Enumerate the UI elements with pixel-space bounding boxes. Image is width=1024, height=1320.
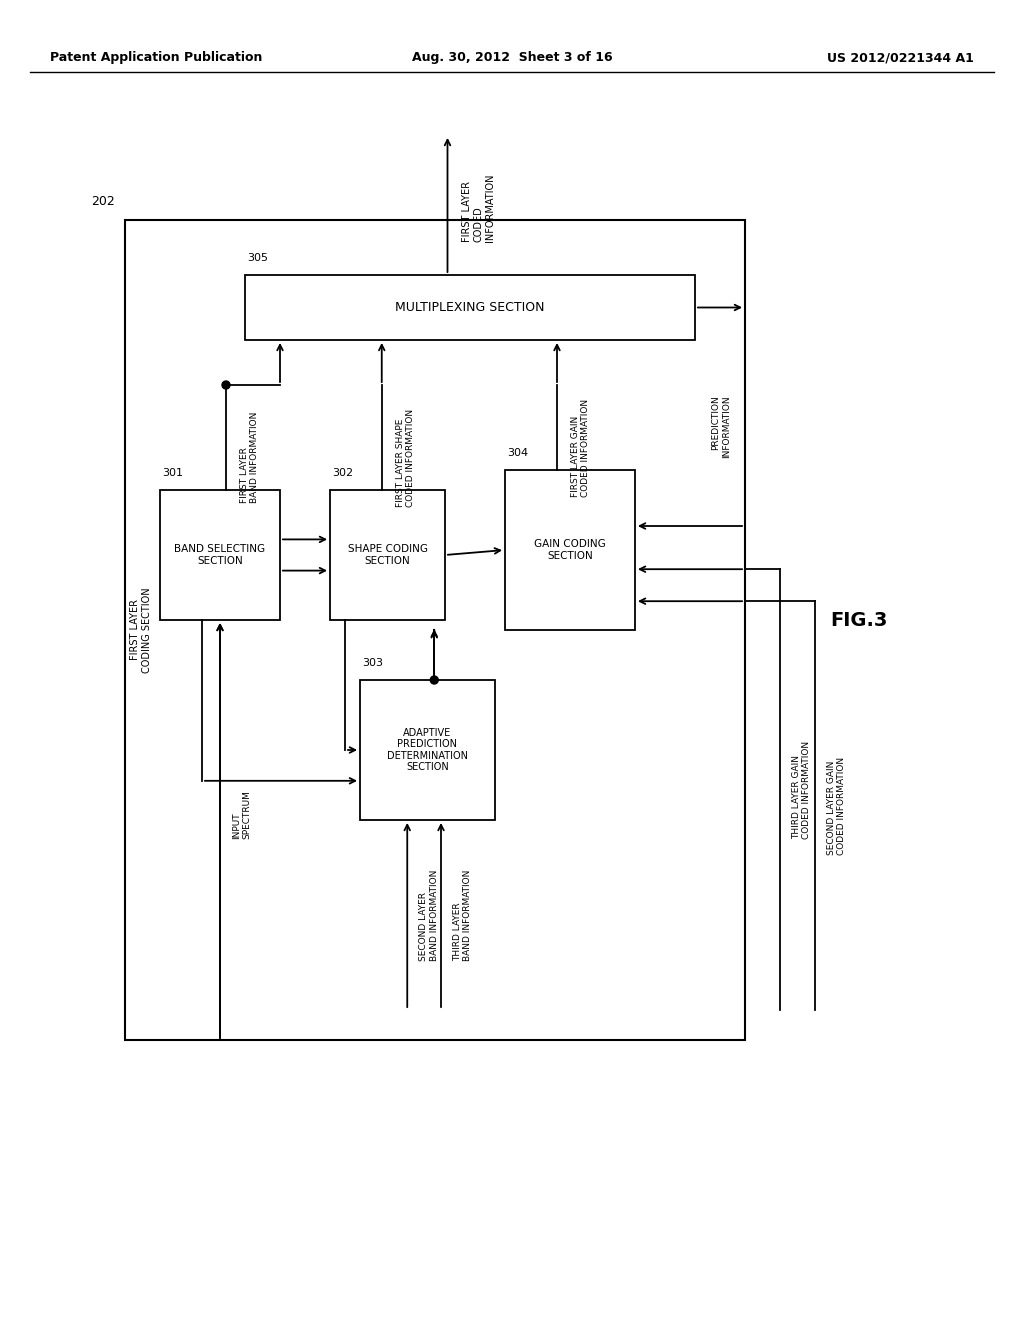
Bar	[330, 490, 445, 620]
Text: FIG.3: FIG.3	[830, 610, 888, 630]
Text: SHAPE CODING
SECTION: SHAPE CODING SECTION	[347, 544, 427, 566]
Text: SECOND LAYER GAIN
CODED INFORMATION: SECOND LAYER GAIN CODED INFORMATION	[827, 756, 847, 854]
Text: THIRD LAYER
BAND INFORMATION: THIRD LAYER BAND INFORMATION	[453, 870, 472, 961]
Bar	[125, 220, 745, 1040]
Text: FIRST LAYER
CODING SECTION: FIRST LAYER CODING SECTION	[130, 587, 152, 673]
Text: MULTIPLEXING SECTION: MULTIPLEXING SECTION	[395, 301, 545, 314]
Text: Patent Application Publication: Patent Application Publication	[50, 51, 262, 65]
Circle shape	[222, 381, 230, 389]
Text: 304: 304	[507, 447, 528, 458]
Text: ADAPTIVE
PREDICTION
DETERMINATION
SECTION: ADAPTIVE PREDICTION DETERMINATION SECTIO…	[387, 727, 468, 772]
Bar	[360, 680, 495, 820]
Bar	[245, 275, 695, 341]
Text: US 2012/0221344 A1: US 2012/0221344 A1	[827, 51, 974, 65]
Text: 302: 302	[332, 469, 353, 478]
Text: SECOND LAYER
BAND INFORMATION: SECOND LAYER BAND INFORMATION	[419, 870, 438, 961]
Circle shape	[430, 676, 438, 684]
Text: 303: 303	[362, 657, 383, 668]
Text: FIRST LAYER
BAND INFORMATION: FIRST LAYER BAND INFORMATION	[240, 412, 259, 503]
Text: 202: 202	[91, 195, 115, 209]
Text: 305: 305	[247, 253, 268, 263]
Text: FIRST LAYER
CODED
INFORMATION: FIRST LAYER CODED INFORMATION	[462, 173, 495, 242]
Text: Aug. 30, 2012  Sheet 3 of 16: Aug. 30, 2012 Sheet 3 of 16	[412, 51, 612, 65]
Text: BAND SELECTING
SECTION: BAND SELECTING SECTION	[174, 544, 265, 566]
Bar	[160, 490, 280, 620]
Text: INPUT
SPECTRUM: INPUT SPECTRUM	[232, 791, 252, 840]
Bar	[505, 470, 635, 630]
Text: GAIN CODING
SECTION: GAIN CODING SECTION	[535, 539, 606, 561]
Text: FIRST LAYER GAIN
CODED INFORMATION: FIRST LAYER GAIN CODED INFORMATION	[571, 399, 591, 496]
Text: PREDICTION
INFORMATION: PREDICTION INFORMATION	[712, 396, 731, 458]
Text: THIRD LAYER GAIN
CODED INFORMATION: THIRD LAYER GAIN CODED INFORMATION	[792, 741, 811, 838]
Text: FIRST LAYER SHAPE
CODED INFORMATION: FIRST LAYER SHAPE CODED INFORMATION	[395, 408, 415, 507]
Text: 301: 301	[162, 469, 183, 478]
